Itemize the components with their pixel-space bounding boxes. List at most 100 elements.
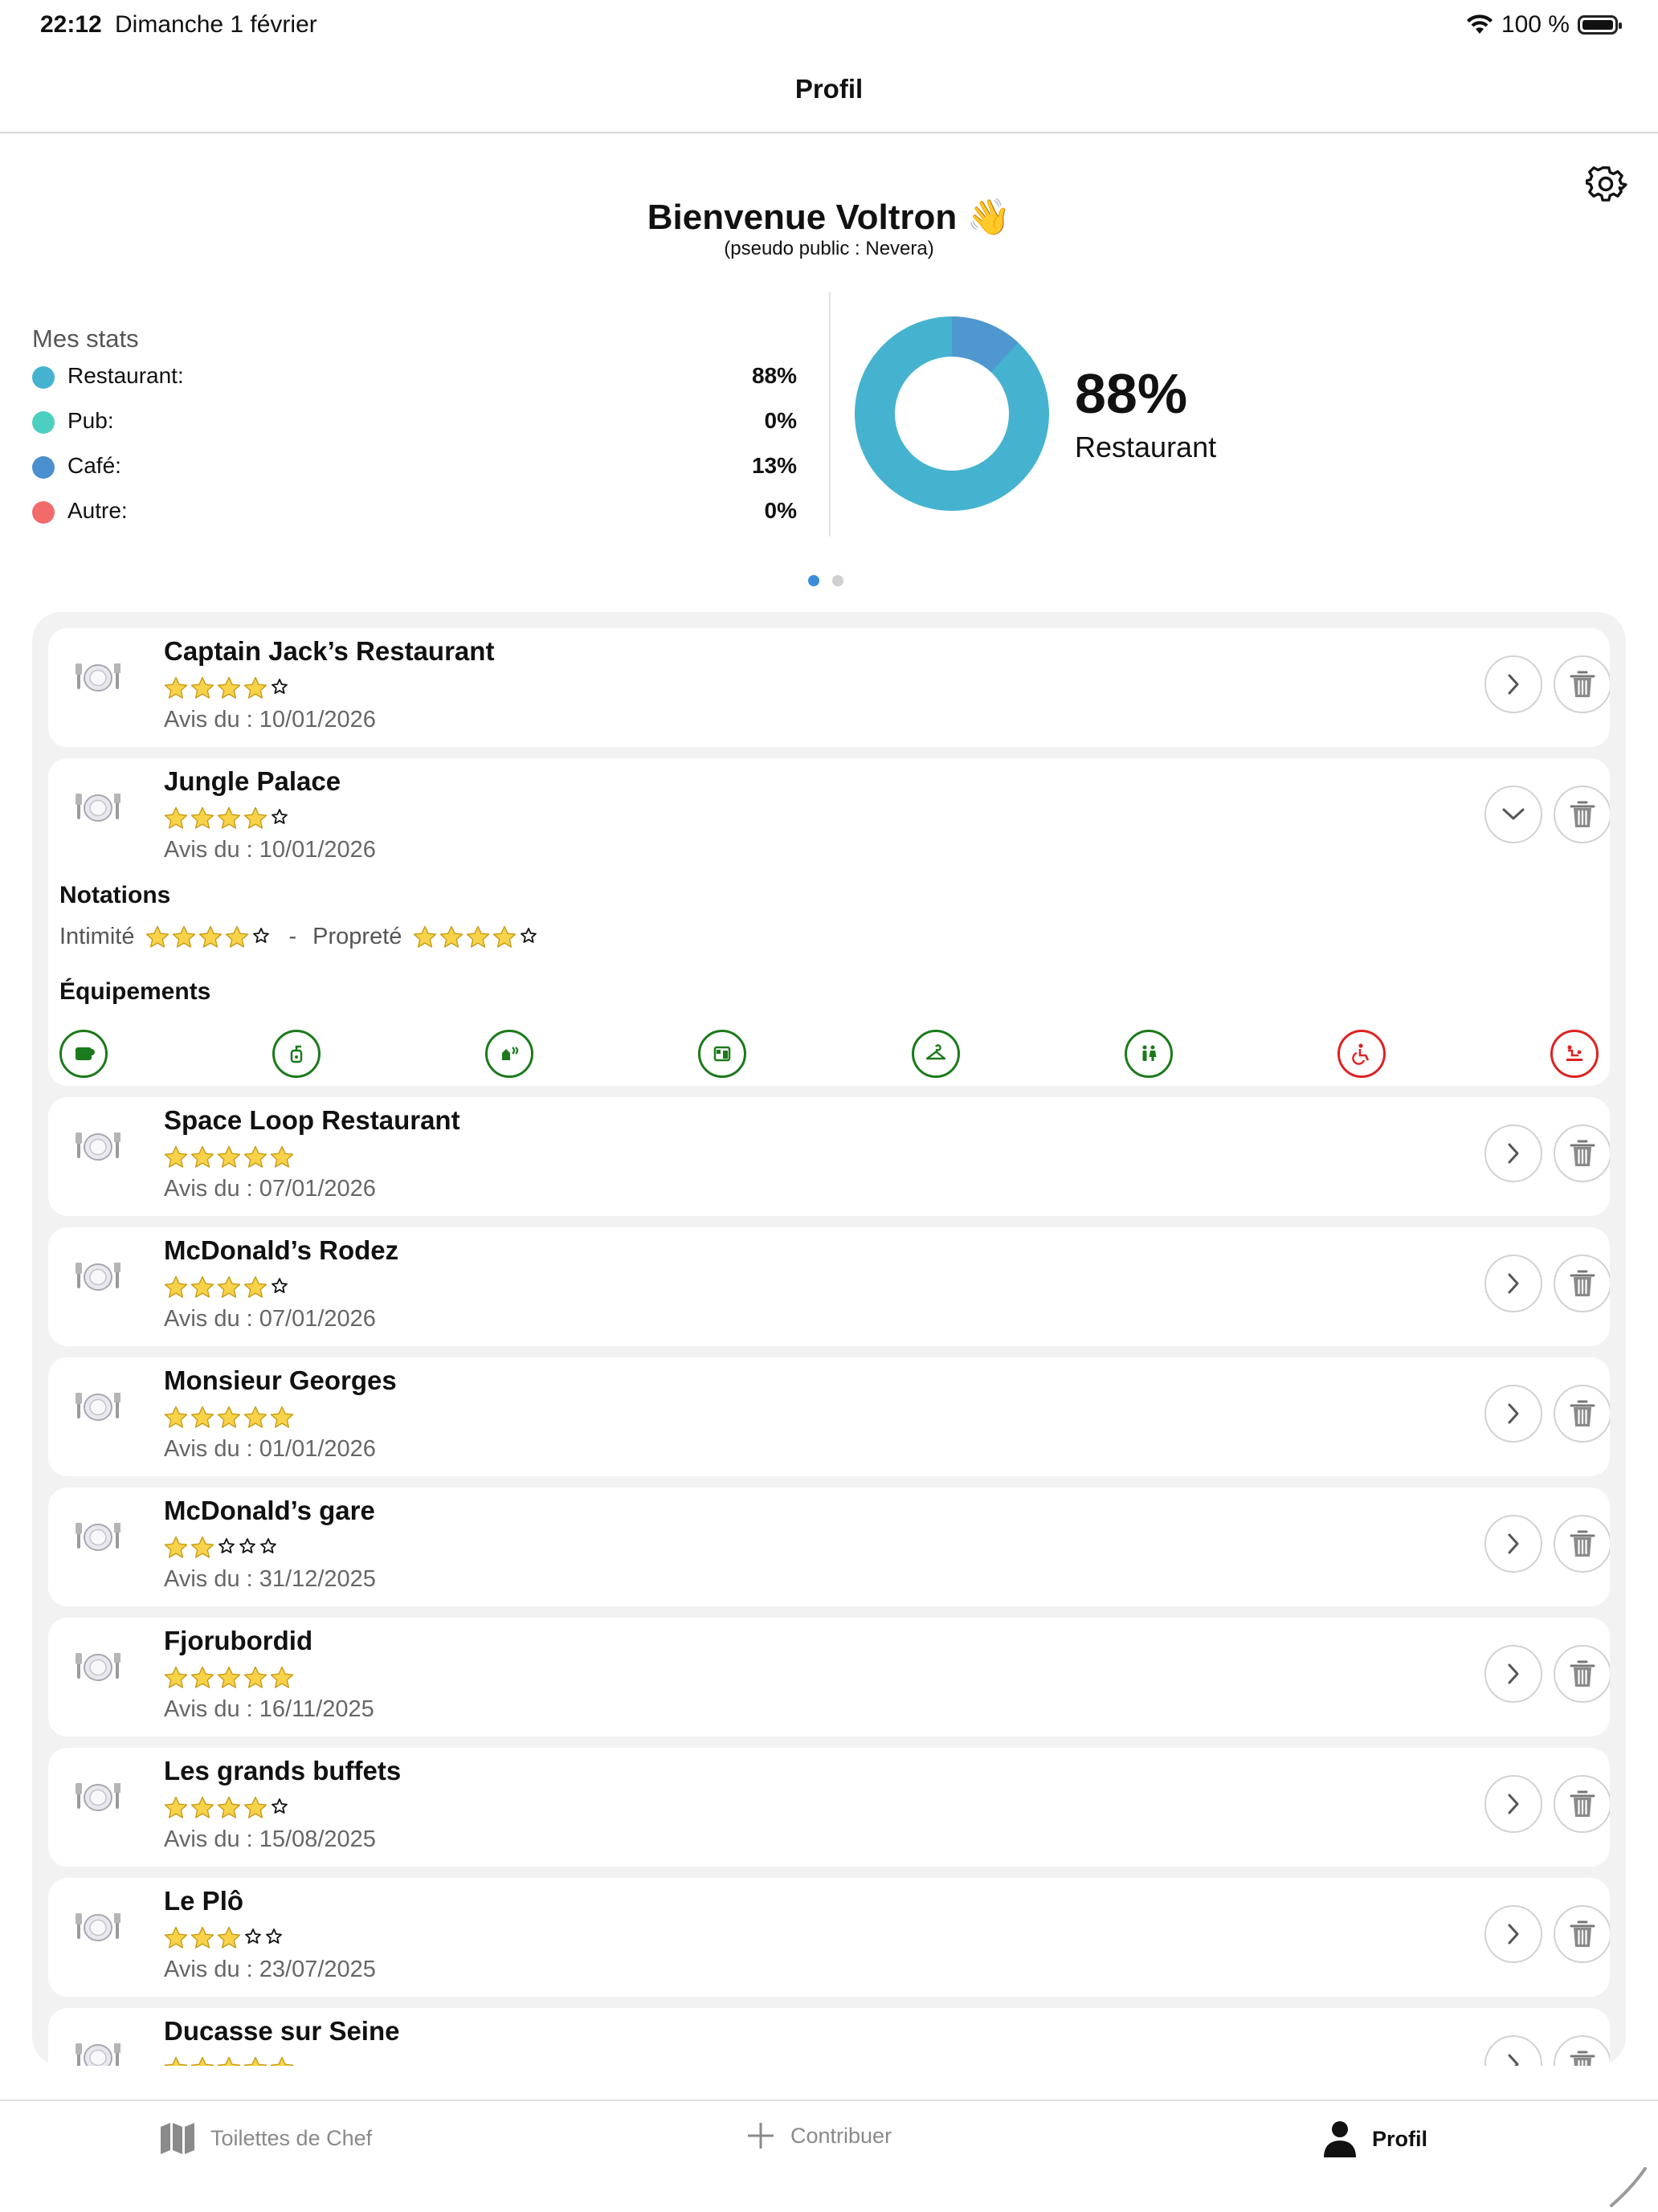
- star-filled-icon: [414, 925, 437, 948]
- expand-button[interactable]: [1484, 655, 1542, 713]
- review-card[interactable]: Ducasse sur SeineAvis du :: [48, 2008, 1610, 2066]
- expand-button[interactable]: [1484, 1124, 1542, 1182]
- donut-chart: [855, 316, 1049, 511]
- trash-icon: [1570, 2051, 1595, 2066]
- review-date-prefix: Avis du :: [164, 1306, 253, 1332]
- star-filled-icon: [164, 1406, 188, 1428]
- restaurant-name: Space Loop Restaurant: [164, 1105, 460, 1135]
- expand-button[interactable]: [1484, 1775, 1542, 1833]
- review-date-prefix: Avis du :: [164, 1696, 253, 1722]
- delete-button[interactable]: [1554, 1775, 1610, 1833]
- review-date-value: 16/11/2025: [259, 1696, 374, 1722]
- notations-title: Notations: [59, 882, 171, 908]
- review-date: Avis du : 07/01/2026: [164, 1176, 376, 1202]
- plate-cutlery-icon: [76, 1913, 120, 1941]
- review-card[interactable]: Les grands buffets Avis du : 15/08/2025: [48, 1748, 1610, 1867]
- expand-button[interactable]: [1484, 1255, 1542, 1312]
- rating-stars: [164, 806, 291, 831]
- stat-row: Autre: 0%: [32, 496, 797, 529]
- expand-button[interactable]: [1484, 1385, 1542, 1443]
- star-filled-icon: [190, 1796, 214, 1818]
- delete-button[interactable]: [1554, 1255, 1610, 1312]
- delete-button[interactable]: [1554, 655, 1610, 713]
- tab-label: Toilettes de Chef: [210, 2125, 373, 2150]
- chevron-down-icon: [1502, 808, 1525, 820]
- star-filled-icon: [226, 925, 249, 948]
- tab-profil[interactable]: Profil: [1322, 2120, 1427, 2157]
- hand-dryer-icon-glyph: [502, 1047, 519, 1060]
- delete-button[interactable]: [1554, 1645, 1610, 1703]
- rating-stars: [164, 676, 291, 700]
- review-date: Avis du : 01/01/2026: [164, 1436, 376, 1463]
- expand-button[interactable]: [1484, 2035, 1542, 2066]
- delete-button[interactable]: [1554, 786, 1610, 843]
- review-card[interactable]: McDonald’s Rodez Avis du : 07/01/2026: [48, 1227, 1610, 1346]
- delete-button[interactable]: [1554, 1905, 1610, 1963]
- star-filled-icon: [270, 2056, 294, 2066]
- review-date-prefix: Avis du :: [164, 1566, 253, 1592]
- review-card[interactable]: McDonald’s gare Avis du : 31/12/2025: [48, 1488, 1610, 1606]
- review-card[interactable]: Space Loop Restaurant Avis du : 07/01/202…: [48, 1097, 1610, 1216]
- trash-icon: [1570, 801, 1595, 827]
- tab-toilettes-de-chef[interactable]: Toilettes de Chef: [159, 2120, 372, 2156]
- review-card[interactable]: Le Plô Avis du : 23/07/2025: [48, 1878, 1610, 1997]
- review-card[interactable]: Captain Jack’s Restaurant Avis du : 10/01…: [48, 628, 1610, 747]
- star-filled-icon: [270, 1406, 294, 1428]
- review-card[interactable]: Jungle Palace Avis du : 10/01/2026 Notatio…: [48, 758, 1610, 1086]
- plate-cutlery-icon: [76, 1393, 120, 1421]
- review-date-prefix: Avis du :: [164, 837, 253, 863]
- public-pseudo: (pseudo public : Nevera): [724, 238, 934, 259]
- rating-stars: [164, 1536, 280, 1560]
- stats-title: Mes stats: [32, 324, 139, 353]
- review-date-value: 23/07/2025: [259, 1957, 376, 1982]
- settings-gear-icon[interactable]: [1586, 164, 1627, 206]
- review-date-prefix: Avis du :: [164, 707, 253, 733]
- delete-button[interactable]: [1554, 1515, 1610, 1573]
- trash-icon: [1570, 671, 1595, 697]
- chevron-right-icon: [1508, 1533, 1519, 1554]
- tab-label: Profil: [1372, 2126, 1428, 2151]
- soap-dispenser-icon-glyph: [290, 1045, 303, 1063]
- star-filled-icon: [217, 806, 241, 829]
- hand-dryer-icon: [485, 1030, 534, 1078]
- plus-icon: [748, 2123, 774, 2149]
- review-card[interactable]: Fjorubordid Avis du : 16/11/2025: [48, 1618, 1610, 1737]
- stat-label: Restaurant:: [67, 363, 184, 388]
- review-card[interactable]: Monsieur Georges Avis du : 01/01/2026: [48, 1357, 1610, 1476]
- baby-changing-icon-glyph: [1566, 1045, 1582, 1061]
- star-filled-icon: [217, 676, 241, 699]
- collapse-button[interactable]: [1484, 786, 1542, 843]
- star-filled-icon: [243, 1275, 267, 1298]
- donut-label: Restaurant: [1075, 431, 1217, 463]
- review-date-prefix: Avis du :: [164, 1957, 253, 1982]
- review-date-value: 15/08/2025: [259, 1826, 376, 1852]
- page-dot[interactable]: [832, 575, 843, 586]
- donut-segment-cafe: [952, 316, 1019, 373]
- star-filled-icon: [217, 1796, 241, 1818]
- star-empty-icon: [260, 1538, 276, 1553]
- star-filled-icon: [467, 925, 490, 948]
- star-filled-icon: [190, 1145, 214, 1168]
- tab-contribuer[interactable]: Contribuer: [745, 2120, 892, 2151]
- stat-value: 88%: [751, 363, 797, 388]
- equipements-title: Équipements: [59, 978, 211, 1005]
- expand-button[interactable]: [1484, 1515, 1542, 1573]
- restaurant-name: Ducasse sur Seine: [164, 2016, 400, 2046]
- tab-bar: Toilettes de Chef Contribuer Profil: [0, 2100, 1658, 2212]
- status-date: Dimanche 1 février: [115, 11, 317, 38]
- review-date-value: 10/01/2026: [259, 707, 376, 733]
- plate-cutlery-icon: [76, 1653, 120, 1681]
- delete-button[interactable]: [1554, 1385, 1610, 1443]
- star-filled-icon: [164, 1536, 188, 1558]
- star-filled-icon: [164, 1796, 188, 1818]
- delete-button[interactable]: [1554, 1124, 1610, 1182]
- expand-button[interactable]: [1484, 1905, 1542, 1963]
- delete-button[interactable]: [1554, 2035, 1610, 2066]
- stat-row: Restaurant: 88%: [32, 361, 797, 394]
- page-dot-active[interactable]: [808, 575, 819, 586]
- reviews-list[interactable]: Captain Jack’s Restaurant Avis du : 10/01…: [32, 612, 1626, 2066]
- coat-hanger-icon: [911, 1030, 960, 1078]
- page-indicator[interactable]: [808, 575, 843, 586]
- star-filled-icon: [217, 1926, 241, 1949]
- expand-button[interactable]: [1484, 1645, 1542, 1703]
